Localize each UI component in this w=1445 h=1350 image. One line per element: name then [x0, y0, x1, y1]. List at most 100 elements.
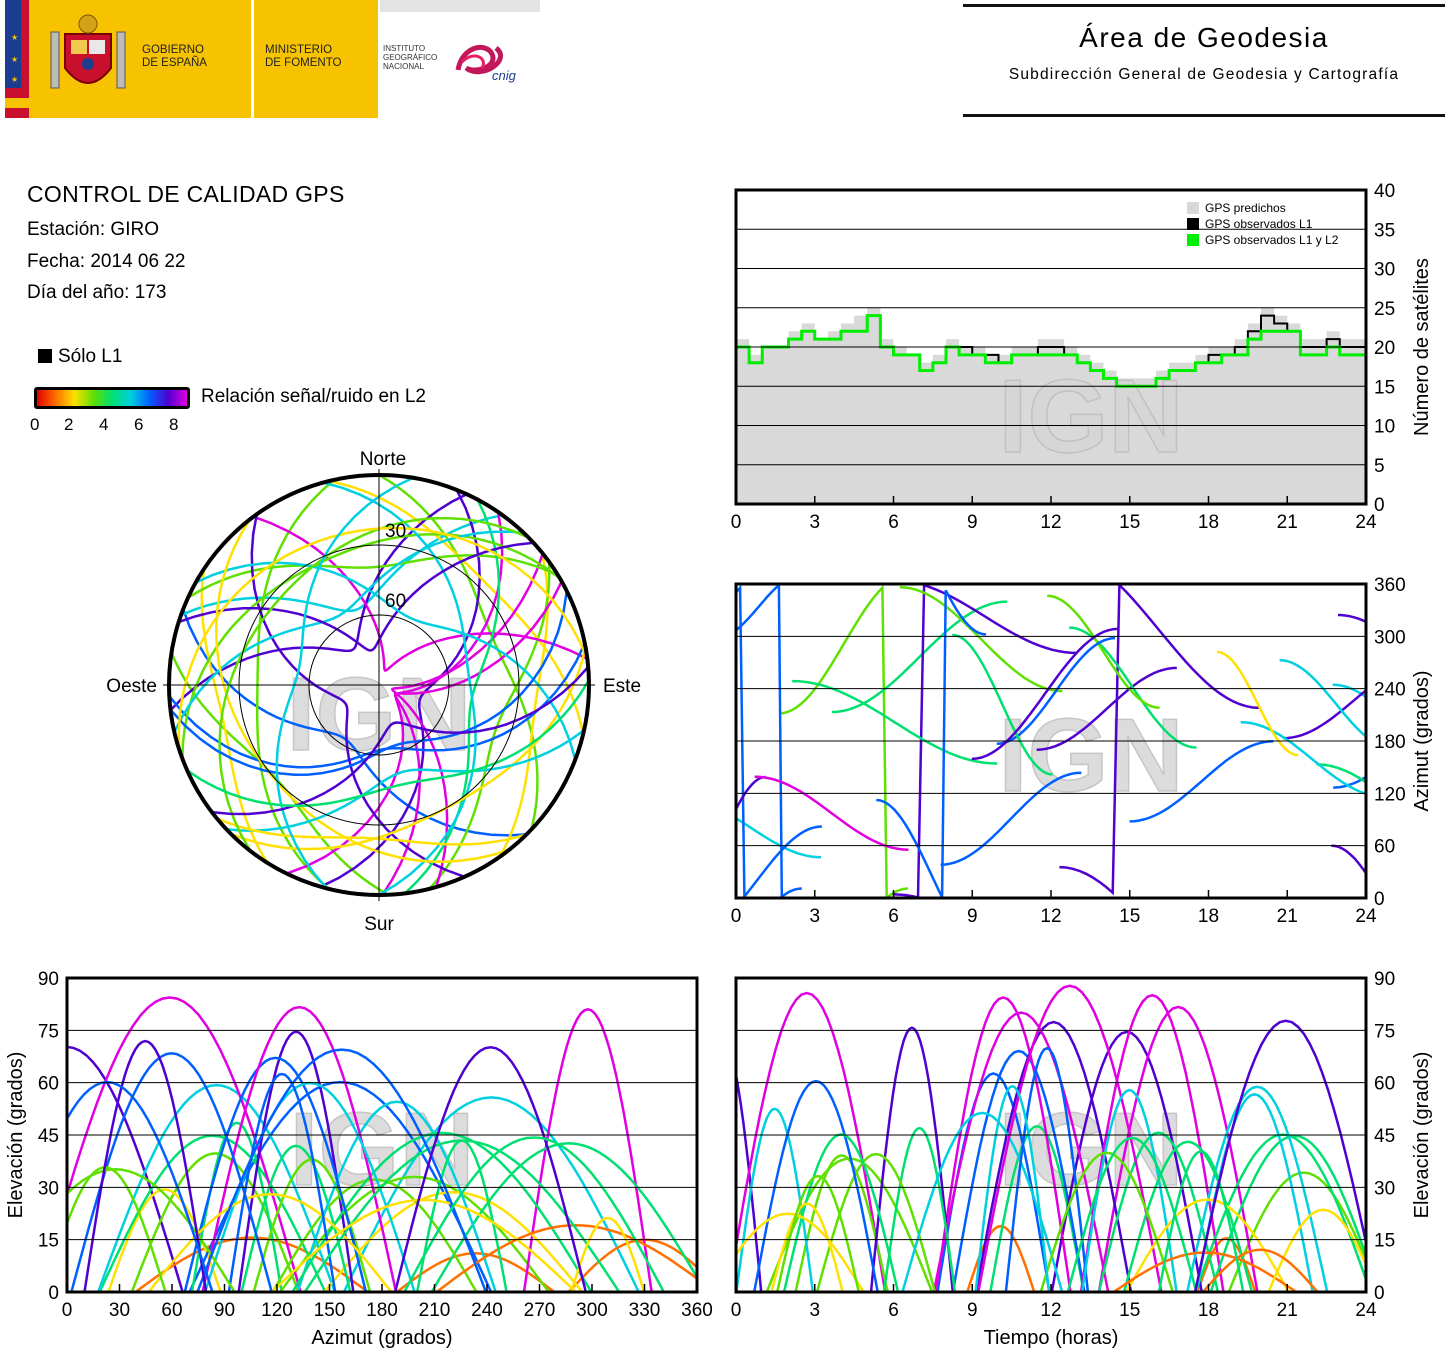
- elevation-track: [134, 1236, 369, 1292]
- x-tick-label: 90: [214, 1300, 235, 1321]
- y-tick-label: 75: [38, 1021, 59, 1042]
- x-axis-label: Tiempo (horas): [984, 1327, 1119, 1349]
- sky-track: [200, 568, 269, 864]
- area-bottom-rule: [963, 114, 1445, 117]
- direction-east: Este: [603, 676, 641, 697]
- elevation-track: [323, 1190, 584, 1292]
- elevation-track: [522, 1007, 653, 1292]
- elevation-track: [1097, 1131, 1220, 1292]
- sky-track: [255, 478, 336, 890]
- sky-track: [498, 552, 549, 858]
- y-axis-label: Elevación (grados): [5, 1052, 27, 1219]
- y-tick-label: 60: [1374, 1074, 1395, 1095]
- elevation-track: [435, 1224, 697, 1292]
- elevation-track: [974, 1084, 1051, 1292]
- x-tick-label: 330: [629, 1300, 661, 1321]
- direction-south: Sur: [364, 914, 394, 935]
- snr-tick-4: 4: [99, 415, 109, 434]
- azimuth-track: [792, 679, 998, 765]
- y-tick-label: 75: [1374, 1021, 1395, 1042]
- y-tick-label: 40: [1374, 181, 1395, 202]
- x-tick-label: 15: [1119, 512, 1140, 533]
- series-observed-l1l2: [736, 314, 1366, 388]
- gobierno-text: GOBIERNO DE ESPAÑA: [142, 44, 207, 69]
- snr-tick-6: 6: [134, 415, 144, 434]
- elevation-track: [951, 1049, 1086, 1292]
- x-tick-label: 9: [967, 906, 978, 927]
- x-tick-label: 120: [261, 1300, 293, 1321]
- x-tick-label: 6: [888, 1300, 899, 1321]
- ring-label-60: 60: [385, 591, 406, 612]
- station-label: Estación: GIRO: [27, 219, 159, 240]
- x-tick-label: 18: [1198, 906, 1219, 927]
- elevation-track: [227, 1072, 337, 1292]
- azimuth-track: [1279, 658, 1366, 739]
- elevation-track: [237, 1030, 355, 1292]
- elevation-track: [403, 1136, 665, 1292]
- plot-frame: [65, 976, 699, 1294]
- x-tick-label: 15: [1119, 1300, 1140, 1321]
- y-tick-label: 45: [38, 1126, 59, 1147]
- x-tick-label: 3: [809, 906, 820, 927]
- sky-track: [381, 580, 563, 895]
- sky-track: [216, 817, 527, 846]
- x-tick-label: 21: [1277, 512, 1298, 533]
- azimuth-track: [940, 771, 1082, 866]
- x-tick-label: 240: [471, 1300, 503, 1321]
- elevation-track: [240, 1144, 352, 1292]
- x-tick-label: 12: [1040, 906, 1061, 927]
- y-tick-label: 360: [1374, 575, 1406, 596]
- sky-track: [182, 608, 527, 837]
- ring-label-30: 30: [385, 521, 406, 542]
- elevation-track: [270, 1198, 577, 1292]
- y-tick-label: 30: [1374, 260, 1395, 281]
- elevation-track: [1122, 1140, 1254, 1292]
- legend-label: GPS observados L1 y L2: [1205, 233, 1339, 247]
- svg-text:★: ★: [11, 33, 18, 42]
- elevation-track: [1004, 1046, 1090, 1292]
- sky-track: [250, 513, 466, 878]
- x-tick-label: 21: [1277, 906, 1298, 927]
- svg-text:★: ★: [11, 75, 18, 84]
- sky-track: [275, 476, 414, 890]
- elevation-track: [196, 1048, 488, 1292]
- azimuth-track: [1216, 650, 1299, 757]
- y-tick-label: 10: [1374, 417, 1395, 438]
- y-tick-label: 0: [1374, 1283, 1385, 1304]
- x-tick-label: 300: [576, 1300, 608, 1321]
- elevation-track: [1050, 1030, 1204, 1292]
- x-tick-label: 24: [1355, 512, 1377, 533]
- elevation-track: [296, 1100, 497, 1292]
- sky-track: [328, 479, 585, 735]
- x-tick-label: 6: [888, 906, 899, 927]
- snr-colorbar: [34, 387, 190, 409]
- sky-track: [186, 679, 589, 808]
- y-axis-label: Azimut (grados): [1411, 670, 1433, 811]
- elevation-track: [1193, 1019, 1366, 1292]
- gobierno-block: GOBIERNO DE ESPAÑA: [29, 0, 251, 118]
- elevation-track: [83, 1039, 208, 1292]
- elevation-track: [1113, 1251, 1297, 1292]
- azimuth-track: [1059, 584, 1260, 896]
- elevation-track: [752, 1079, 879, 1292]
- azimuth-track: [952, 633, 1053, 776]
- y-tick-label: 0: [48, 1283, 59, 1304]
- cnig-logo-text: cnig: [492, 68, 517, 83]
- elevation-track: [1202, 1248, 1319, 1292]
- elevation-track: [782, 1133, 900, 1292]
- x-tick-label: 24: [1355, 1300, 1377, 1321]
- date-label: Fecha: 2014 06 22: [27, 251, 186, 272]
- elevation-track: [1079, 993, 1225, 1292]
- sky-track: [320, 489, 481, 888]
- azimuth-track: [971, 627, 1118, 761]
- cnig-logo-icon: cnig: [455, 44, 517, 83]
- elevation-track: [869, 1026, 955, 1292]
- x-tick-label: 18: [1198, 512, 1219, 533]
- ministerio-text: MINISTERIO DE FOMENTO: [265, 44, 342, 69]
- azimuth-track: [899, 585, 1063, 693]
- elevation-track: [183, 1056, 368, 1292]
- legend-swatch: [1187, 234, 1199, 246]
- snr-tick-0: 0: [30, 415, 40, 434]
- coat-of-arms-icon: [50, 14, 126, 89]
- y-tick-label: 20: [1374, 338, 1395, 359]
